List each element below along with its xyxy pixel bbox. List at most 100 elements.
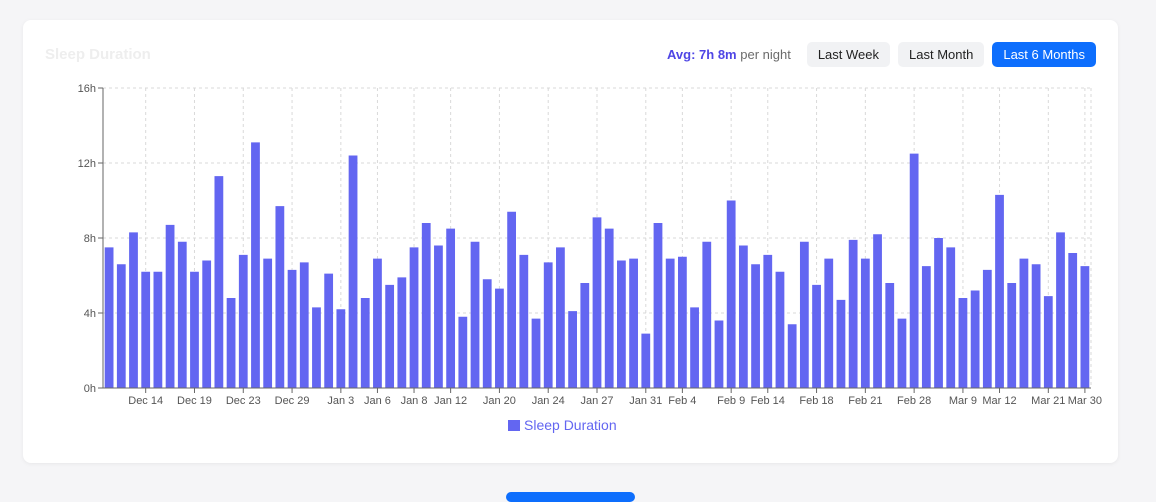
bar: [312, 307, 321, 388]
bar: [1019, 258, 1029, 388]
bar: [860, 258, 870, 388]
bar: [751, 264, 760, 388]
bar: [690, 307, 699, 388]
bar: [446, 228, 456, 388]
bar: [934, 238, 943, 388]
y-tick-label: 4h: [84, 308, 96, 320]
bar: [336, 309, 346, 388]
bar: [897, 318, 907, 388]
x-tick-label: Jan 8: [401, 395, 428, 407]
bar: [824, 258, 834, 388]
x-tick-label: Jan 27: [580, 395, 613, 407]
bar: [921, 266, 931, 388]
bar: [324, 273, 334, 388]
bar: [995, 194, 1004, 388]
chart-title: Sleep Duration: [45, 46, 151, 63]
bar: [1056, 232, 1065, 388]
bar: [677, 256, 687, 388]
bar: [702, 241, 712, 388]
bar: [434, 245, 443, 388]
bar: [507, 211, 517, 388]
bar: [275, 206, 285, 388]
bar: [629, 258, 638, 388]
bar: [726, 200, 736, 388]
x-tick-label: Feb 21: [848, 395, 882, 407]
bar: [604, 228, 614, 388]
bar: [495, 288, 504, 388]
bar: [226, 298, 236, 388]
x-tick-label: Jan 6: [364, 395, 391, 407]
last-6-months-button[interactable]: Last 6 Months: [992, 42, 1096, 67]
bar: [373, 258, 382, 388]
bar: [519, 254, 529, 388]
bar: [190, 271, 199, 388]
bar: [263, 258, 273, 388]
y-tick-label: 0h: [84, 383, 96, 395]
bar: [129, 232, 138, 388]
bar: [873, 234, 882, 388]
bar: [812, 284, 821, 388]
bar: [214, 176, 224, 388]
bar: [348, 155, 358, 388]
bar: [531, 318, 541, 388]
bar: [592, 217, 602, 388]
bar: [251, 142, 260, 388]
bar: [299, 262, 309, 388]
average-summary: Avg: 7h 8m per night: [667, 47, 791, 62]
x-tick-label: Jan 12: [434, 395, 467, 407]
bar: [617, 260, 626, 388]
bar: [653, 223, 663, 388]
bar: [397, 277, 407, 388]
bar: [202, 260, 212, 388]
bar: [763, 254, 773, 388]
bar: [385, 284, 395, 388]
bar: [116, 264, 126, 388]
bar: [470, 241, 480, 388]
bar: [104, 247, 114, 388]
legend-swatch: [508, 419, 520, 431]
bar: [482, 279, 492, 388]
bar: [714, 320, 724, 388]
bar: [421, 223, 431, 388]
last-month-button[interactable]: Last Month: [898, 42, 985, 67]
chart-legend[interactable]: Sleep Duration: [508, 417, 617, 433]
bar: [1043, 296, 1053, 388]
bar: [238, 254, 248, 388]
bar: [885, 283, 895, 388]
x-tick-label: Mar 21: [1031, 395, 1065, 407]
x-tick-label: Mar 30: [1068, 395, 1102, 407]
x-tick-label: Jan 24: [532, 395, 565, 407]
x-tick-label: Dec 23: [226, 395, 261, 407]
y-tick-label: 16h: [78, 83, 96, 95]
bar: [360, 298, 370, 388]
bar: [409, 247, 419, 388]
bar: [848, 239, 858, 388]
bar: [665, 258, 675, 388]
x-tick-label: Mar 12: [982, 395, 1016, 407]
x-tick-label: Jan 20: [483, 395, 516, 407]
x-tick-label: Dec 29: [275, 395, 310, 407]
bar: [287, 269, 297, 388]
bar: [970, 290, 980, 388]
bottom-action-button[interactable]: [506, 492, 635, 502]
chart-controls: Avg: 7h 8m per night Last Week Last Mont…: [667, 42, 1096, 67]
bar: [153, 271, 163, 388]
y-tick-label: 12h: [78, 158, 96, 170]
x-tick-label: Jan 31: [629, 395, 662, 407]
bar: [909, 153, 919, 388]
bar: [458, 316, 468, 388]
bar: [958, 298, 968, 388]
x-tick-label: Dec 14: [128, 395, 163, 407]
bar: [641, 333, 651, 388]
last-week-button[interactable]: Last Week: [806, 42, 891, 67]
bar: [799, 241, 809, 388]
y-tick-label: 8h: [84, 233, 96, 245]
bar: [1080, 266, 1090, 388]
bar: [177, 241, 187, 388]
bar: [165, 224, 175, 388]
x-tick-label: Feb 4: [668, 395, 696, 407]
average-suffix: per night: [736, 47, 791, 62]
bar: [1031, 264, 1041, 388]
bar: [836, 299, 846, 388]
